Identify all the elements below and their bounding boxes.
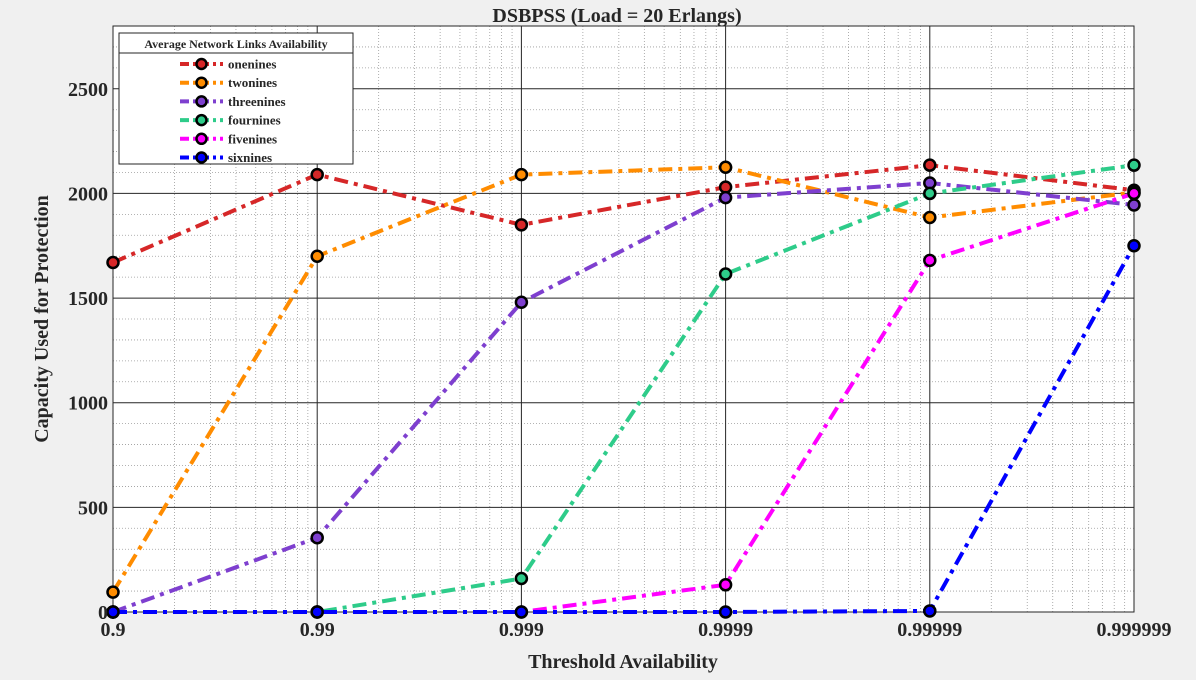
data-point-threenines (514, 295, 529, 310)
series-layer (106, 158, 1141, 619)
data-point-sixnines (106, 605, 120, 619)
legend-item-twonines: twonines (180, 75, 277, 90)
series-line-threenines (112, 180, 1135, 614)
y-axis-label: Capacity Used for Protection (31, 195, 53, 443)
data-point-twonines (514, 167, 529, 182)
data-point-fournines (923, 186, 937, 201)
data-point-sixnines (718, 605, 733, 619)
minor-grid (113, 26, 1134, 612)
data-point-twonines (106, 585, 120, 599)
legend-label: twonines (228, 75, 277, 90)
data-point-fivenines (923, 253, 937, 268)
x-tick-label: 0.9 (101, 619, 126, 641)
data-point-onenines (310, 167, 324, 182)
data-point-fivenines (1127, 186, 1141, 201)
data-point-sixnines (310, 605, 324, 619)
legend-item-onenines: onenines (180, 57, 276, 72)
y-tick-label: 1000 (68, 393, 108, 415)
data-point-twonines (923, 210, 937, 225)
x-tick-label: 0.999 (499, 619, 544, 641)
data-point-twonines (718, 160, 733, 175)
legend-swatch-marker (195, 151, 208, 164)
legend-label: fivenines (228, 131, 277, 146)
y-tick-label: 0 (98, 602, 108, 624)
legend-item-threenines: threenines (180, 94, 286, 109)
legend-item-fournines: fournines (180, 113, 281, 128)
data-point-sixnines (514, 605, 529, 619)
data-point-onenines (923, 158, 937, 172)
legend-label: sixnines (228, 150, 272, 165)
data-point-onenines (514, 218, 529, 232)
data-point-threenines (1127, 198, 1141, 212)
legend-label: threenines (228, 94, 286, 109)
series-threenines (106, 176, 1141, 619)
legend: Average Network Links Availability oneni… (118, 32, 354, 165)
y-axis-ticks: 0 500 1000 1500 2000 2500 (68, 79, 108, 624)
data-point-threenines (310, 530, 324, 545)
legend-swatch-marker (195, 113, 208, 127)
legend-item-sixnines: sixnines (180, 150, 272, 165)
y-tick-label: 2500 (68, 79, 108, 101)
legend-items: onenines twonines threenines fournines fiven… (180, 57, 286, 165)
legend-swatch-marker (195, 132, 208, 146)
legend-label: onenines (228, 57, 276, 72)
legend-swatch-marker (195, 57, 208, 71)
data-point-fournines (718, 267, 733, 281)
legend-label: fournines (228, 113, 281, 128)
x-axis-label: Threshold Availability (528, 651, 718, 673)
x-tick-label: 0.999999 (1097, 619, 1172, 641)
data-point-fournines (514, 571, 529, 586)
data-point-onenines (106, 255, 120, 270)
x-tick-label: 0.9999 (698, 619, 753, 641)
x-axis-ticks: 0.9 0.99 0.999 0.9999 0.99999 0.999999 (101, 619, 1172, 641)
y-tick-label: 1500 (68, 288, 108, 310)
data-point-sixnines (923, 604, 937, 618)
data-point-fivenines (718, 578, 733, 592)
data-point-sixnines (1127, 239, 1141, 253)
series-line-onenines (112, 163, 1135, 265)
series-line-twonines (111, 165, 1135, 594)
x-tick-label: 0.99999 (897, 619, 962, 641)
legend-title: Average Network Links Availability (144, 37, 327, 51)
data-point-fournines (1127, 158, 1141, 172)
y-tick-label: 500 (78, 497, 108, 519)
data-point-twonines (310, 249, 324, 263)
y-tick-label: 2000 (68, 183, 108, 205)
series-line-sixnines (113, 244, 1136, 614)
x-tick-label: 0.99 (300, 619, 335, 641)
legend-item-fivenines: fivenines (180, 131, 277, 146)
legend-box (118, 32, 354, 165)
legend-swatch-marker (195, 95, 208, 108)
chart-title: DSBPSS (Load = 20 Erlangs) (492, 5, 741, 27)
series-sixnines (106, 239, 1141, 619)
legend-swatch-marker (195, 76, 208, 89)
data-point-threenines (718, 190, 733, 205)
